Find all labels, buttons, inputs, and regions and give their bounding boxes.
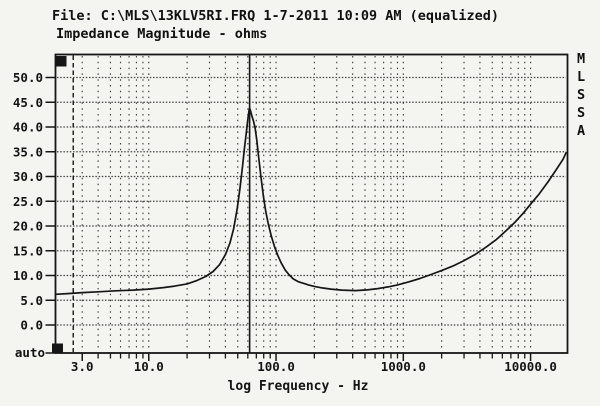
y-tick-label: 50.0: [13, 70, 43, 85]
y-tick-label: 40.0: [13, 120, 43, 135]
x-tick-label: 10000.0: [504, 359, 557, 374]
plot-frame: [54, 53, 569, 354]
x-tick-label: 10.0: [134, 359, 164, 374]
bottom-left-marker: [52, 343, 63, 354]
x-tick-label: 3.0: [71, 359, 94, 374]
x-tick-label: 1000.0: [381, 359, 426, 374]
y-tick-label: 45.0: [13, 95, 43, 110]
y-tick-label: 30.0: [13, 169, 43, 184]
y-tick-label: 0.0: [20, 318, 43, 333]
y-auto-label: auto: [15, 345, 45, 360]
y-tick-label: 25.0: [13, 194, 43, 209]
impedance-curve: [54, 107, 567, 296]
y-tick-label: 15.0: [13, 243, 43, 258]
file-title-line: File: C:\MLS\13KLV5RI.FRQ 1-7-2011 10:09…: [52, 8, 500, 24]
y-tick-label: 35.0: [13, 144, 43, 159]
top-left-marker: [56, 56, 67, 67]
y-tick-label: 20.0: [13, 219, 43, 234]
y-tick-label: 5.0: [20, 293, 43, 308]
x-axis-title: log Frequency - Hz: [228, 379, 369, 394]
y-tick-label: 10.0: [13, 268, 43, 283]
plot-title: Impedance Magnitude - ohms: [56, 26, 268, 42]
mlssa-watermark: MLSSA: [577, 51, 586, 139]
x-tick-label: 100.0: [257, 359, 295, 374]
